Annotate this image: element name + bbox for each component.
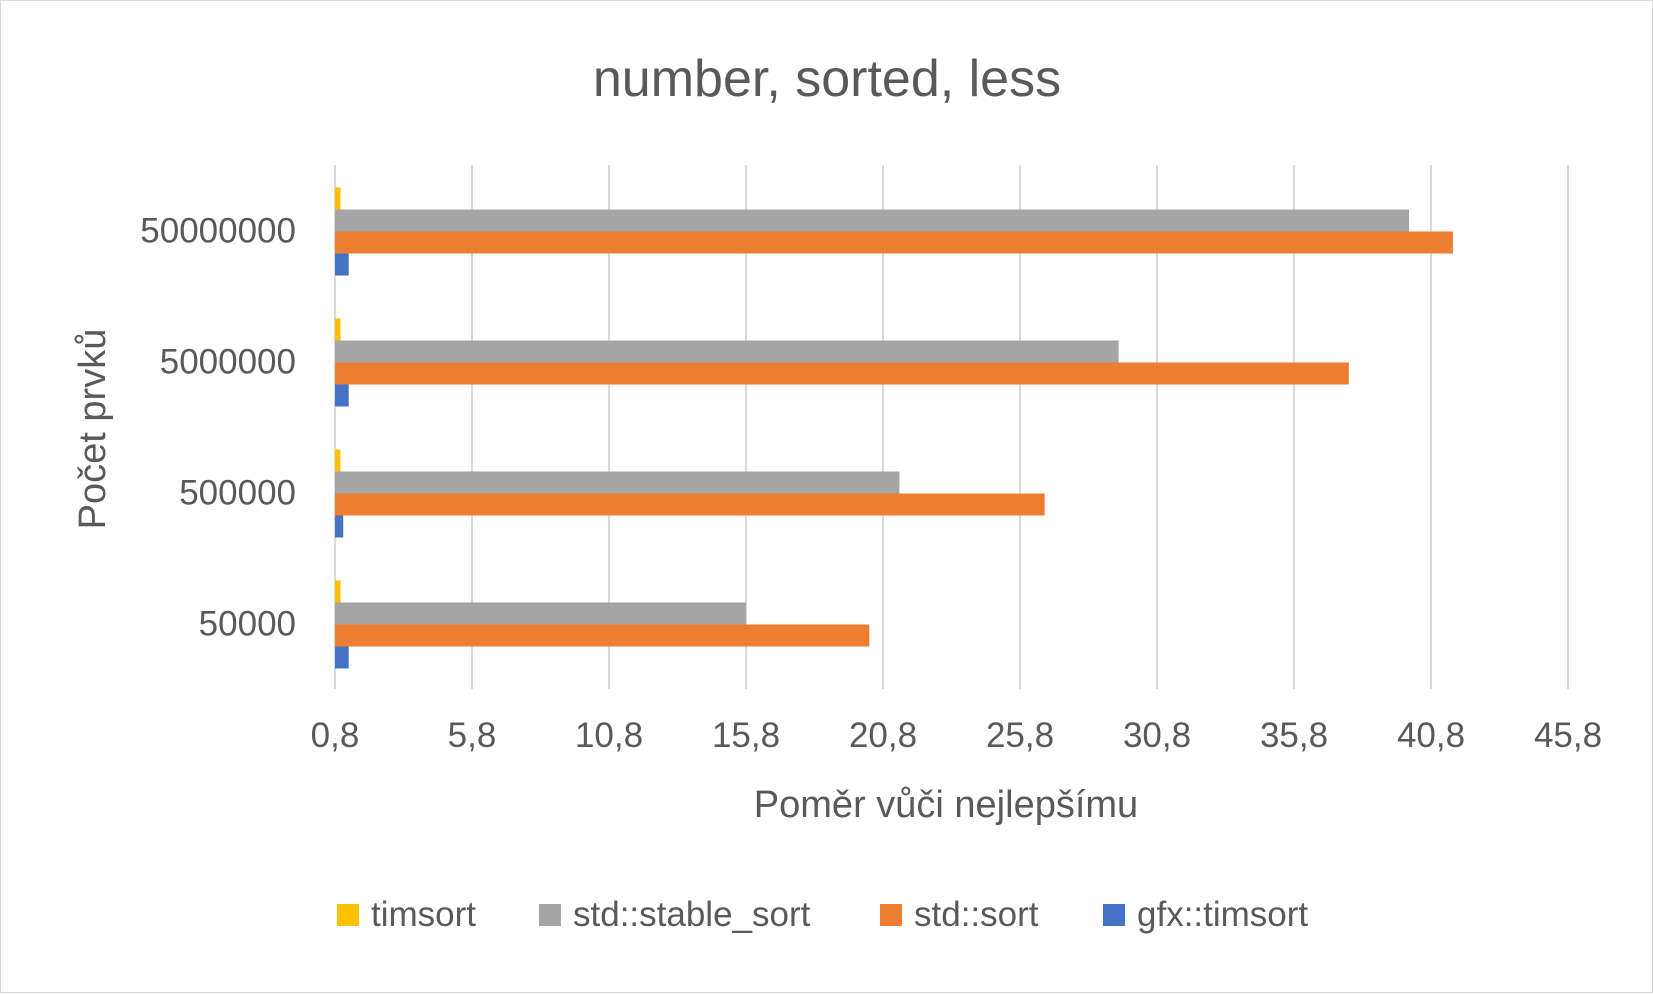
legend-label: timsort [371,895,476,934]
legend-item: timsort [337,895,476,934]
bar-gfx-timsort [335,515,344,538]
y-tick-label: 50000 [199,605,296,644]
x-tick-label: 10,8 [575,716,643,755]
legend-label: gfx::timsort [1137,895,1308,934]
x-tick-label: 35,8 [1260,716,1328,755]
y-tick-label: 50000000 [140,212,296,251]
x-tick-label: 0,8 [311,716,360,755]
legend-swatch [880,904,902,926]
x-tick-label: 30,8 [1123,716,1191,755]
legend-swatch [337,904,359,926]
bar-timsort [335,580,341,603]
bar-std-sort [335,362,1349,385]
bar-std-stable-sort [335,209,1410,232]
x-tick-label: 25,8 [986,716,1054,755]
legend-item: std::stable_sort [539,895,811,934]
x-tick-labels: 0,8 5,8 10,8 15,8 20,8 25,8 30,8 35,8 40,8 45,8 [311,716,1602,755]
x-tick-label: 40,8 [1397,716,1465,755]
bar-timsort [335,449,341,472]
bar-std-stable-sort [335,340,1119,363]
chart-title: number, sorted, less [593,50,1061,108]
bar-timsort [335,187,341,210]
legend-swatch [1103,904,1125,926]
x-tick-label: 20,8 [849,716,917,755]
bar-std-stable-sort [335,471,900,494]
bar-std-sort [335,231,1453,254]
legend-item: gfx::timsort [1103,895,1308,934]
x-axis-title: Poměr vůči nejlepšímu [754,784,1138,826]
bar-timsort [335,318,341,341]
legend-label: std::sort [914,895,1039,934]
bar-gfx-timsort [335,253,349,276]
bar-std-sort [335,624,870,647]
y-tick-label: 5000000 [160,343,296,382]
y-tick-labels: 50000 500000 5000000 50000000 [140,212,296,644]
legend: timsort std::stable_sort std::sort gfx::tim… [337,895,1308,934]
legend-swatch [539,904,561,926]
bar-gfx-timsort [335,384,349,407]
x-tick-label: 45,8 [1534,716,1602,755]
y-tick-label: 500000 [179,474,296,513]
x-tick-label: 15,8 [712,716,780,755]
legend-item: std::sort [880,895,1039,934]
y-axis-title: Počet prvků [72,329,114,530]
legend-label: std::stable_sort [573,895,811,934]
bar-gfx-timsort [335,646,349,669]
bar-std-stable-sort [335,602,746,625]
bar-std-sort [335,493,1045,516]
bars [335,187,1453,669]
x-tick-label: 5,8 [448,716,497,755]
